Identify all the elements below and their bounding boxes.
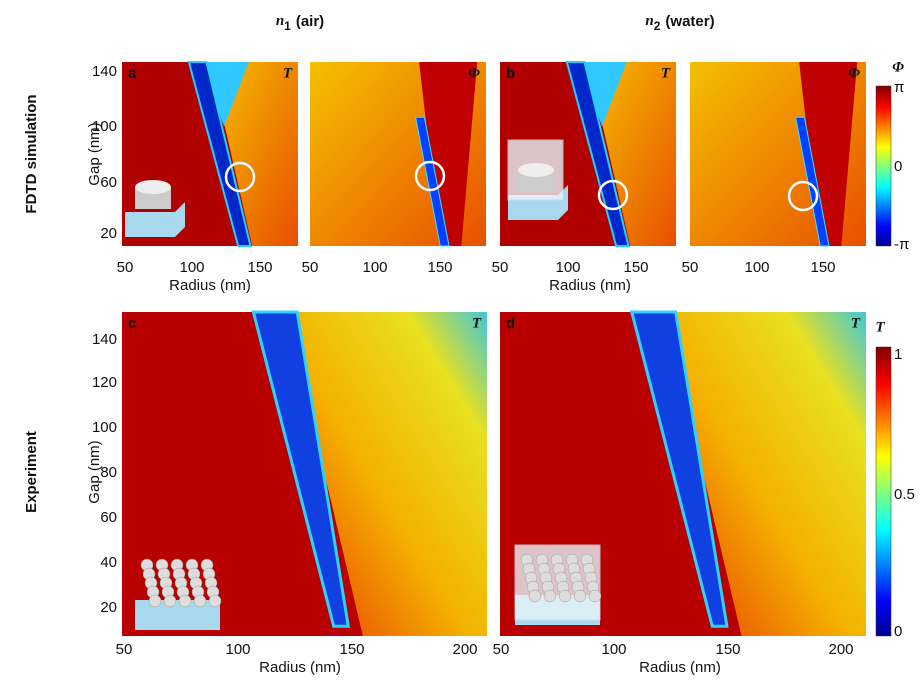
symbol: n — [645, 13, 653, 29]
x-axis-label: Radius (nm) — [259, 659, 341, 676]
panel-quantity: Φ — [848, 65, 860, 81]
colorbar-tick-label: -π — [894, 236, 909, 253]
x-tick-label: 50 — [302, 259, 319, 276]
colorbar — [876, 347, 891, 636]
colorbar-title: T — [875, 319, 885, 335]
inset-pillar — [574, 590, 586, 602]
row-label: FDTD simulation — [23, 94, 40, 213]
panel-quantity: Φ — [468, 65, 480, 81]
inset-pillar-top — [135, 180, 171, 194]
inset-substrate — [135, 600, 220, 630]
y-tick-label: 140 — [92, 63, 117, 80]
y-tick-label: 100 — [92, 419, 117, 436]
panel-letter: a — [128, 65, 137, 82]
inset-pillar — [209, 595, 221, 607]
panel-quantity: T — [851, 315, 861, 331]
panel-letter: d — [506, 315, 515, 332]
inset-pillar — [529, 590, 541, 602]
y-axis-label: Gap (nm) — [86, 122, 103, 185]
x-tick-label: 150 — [715, 641, 740, 658]
figure: n1(air)n2(water)aT50100150Φ50100150bT501… — [0, 0, 924, 682]
x-tick-label: 200 — [452, 641, 477, 658]
inset-pillar — [559, 590, 571, 602]
colorbar-tick-label: 0 — [894, 623, 902, 640]
inset-pillar — [179, 595, 191, 607]
x-tick-label: 200 — [828, 641, 853, 658]
y-tick-label: 120 — [92, 374, 117, 391]
panel-letter: b — [506, 65, 515, 82]
panel-quantity: T — [472, 315, 482, 331]
x-tick-label: 100 — [225, 641, 250, 658]
panel-quantity: T — [283, 65, 293, 81]
subscript: 2 — [654, 19, 661, 33]
x-tick-label: 50 — [492, 259, 509, 276]
colorbar — [876, 86, 891, 246]
x-tick-label: 150 — [339, 641, 364, 658]
y-tick-label: 20 — [100, 225, 117, 242]
y-tick-label: 60 — [100, 509, 117, 526]
x-axis-label: Radius (nm) — [169, 277, 251, 294]
x-tick-label: 100 — [601, 641, 626, 658]
colorbar-tick-label: π — [894, 79, 904, 96]
colorbar-tick-label: 0.5 — [894, 486, 915, 503]
x-axis-label: Radius (nm) — [639, 659, 721, 676]
colorbar-tick-label: 0 — [894, 158, 902, 175]
label: (air) — [296, 13, 324, 30]
panel-quantity: T — [661, 65, 671, 81]
inset-pillar — [164, 595, 176, 607]
y-axis-label: Gap (nm) — [86, 440, 103, 503]
y-tick-label: 40 — [100, 554, 117, 571]
inset-pillar — [149, 595, 161, 607]
y-tick-label: 140 — [92, 331, 117, 348]
inset-pillar — [194, 595, 206, 607]
x-tick-label: 100 — [362, 259, 387, 276]
column-header: n1 (air) — [276, 13, 324, 33]
x-tick-label: 50 — [682, 259, 699, 276]
panel-letter: c — [128, 315, 136, 332]
x-tick-label: 50 — [493, 641, 510, 658]
x-tick-label: 100 — [744, 259, 769, 276]
x-tick-label: 150 — [810, 259, 835, 276]
x-tick-label: 50 — [117, 259, 134, 276]
label: (water) — [665, 13, 714, 30]
symbol: n — [276, 13, 284, 29]
x-tick-label: 100 — [555, 259, 580, 276]
x-axis-label: Radius (nm) — [549, 277, 631, 294]
column-header: n2 (water) — [645, 13, 714, 33]
inset-pillar-top — [518, 163, 554, 177]
x-tick-label: 50 — [116, 641, 133, 658]
inset-pillar — [589, 590, 601, 602]
inset-pillar — [544, 590, 556, 602]
y-tick-label: 20 — [100, 599, 117, 616]
x-tick-label: 150 — [623, 259, 648, 276]
subscript: 1 — [284, 19, 291, 33]
colorbar-title: Φ — [892, 59, 904, 75]
x-tick-label: 150 — [427, 259, 452, 276]
x-tick-label: 150 — [247, 259, 272, 276]
colorbar-tick-label: 1 — [894, 346, 902, 363]
x-tick-label: 100 — [179, 259, 204, 276]
row-label: Experiment — [23, 431, 40, 513]
